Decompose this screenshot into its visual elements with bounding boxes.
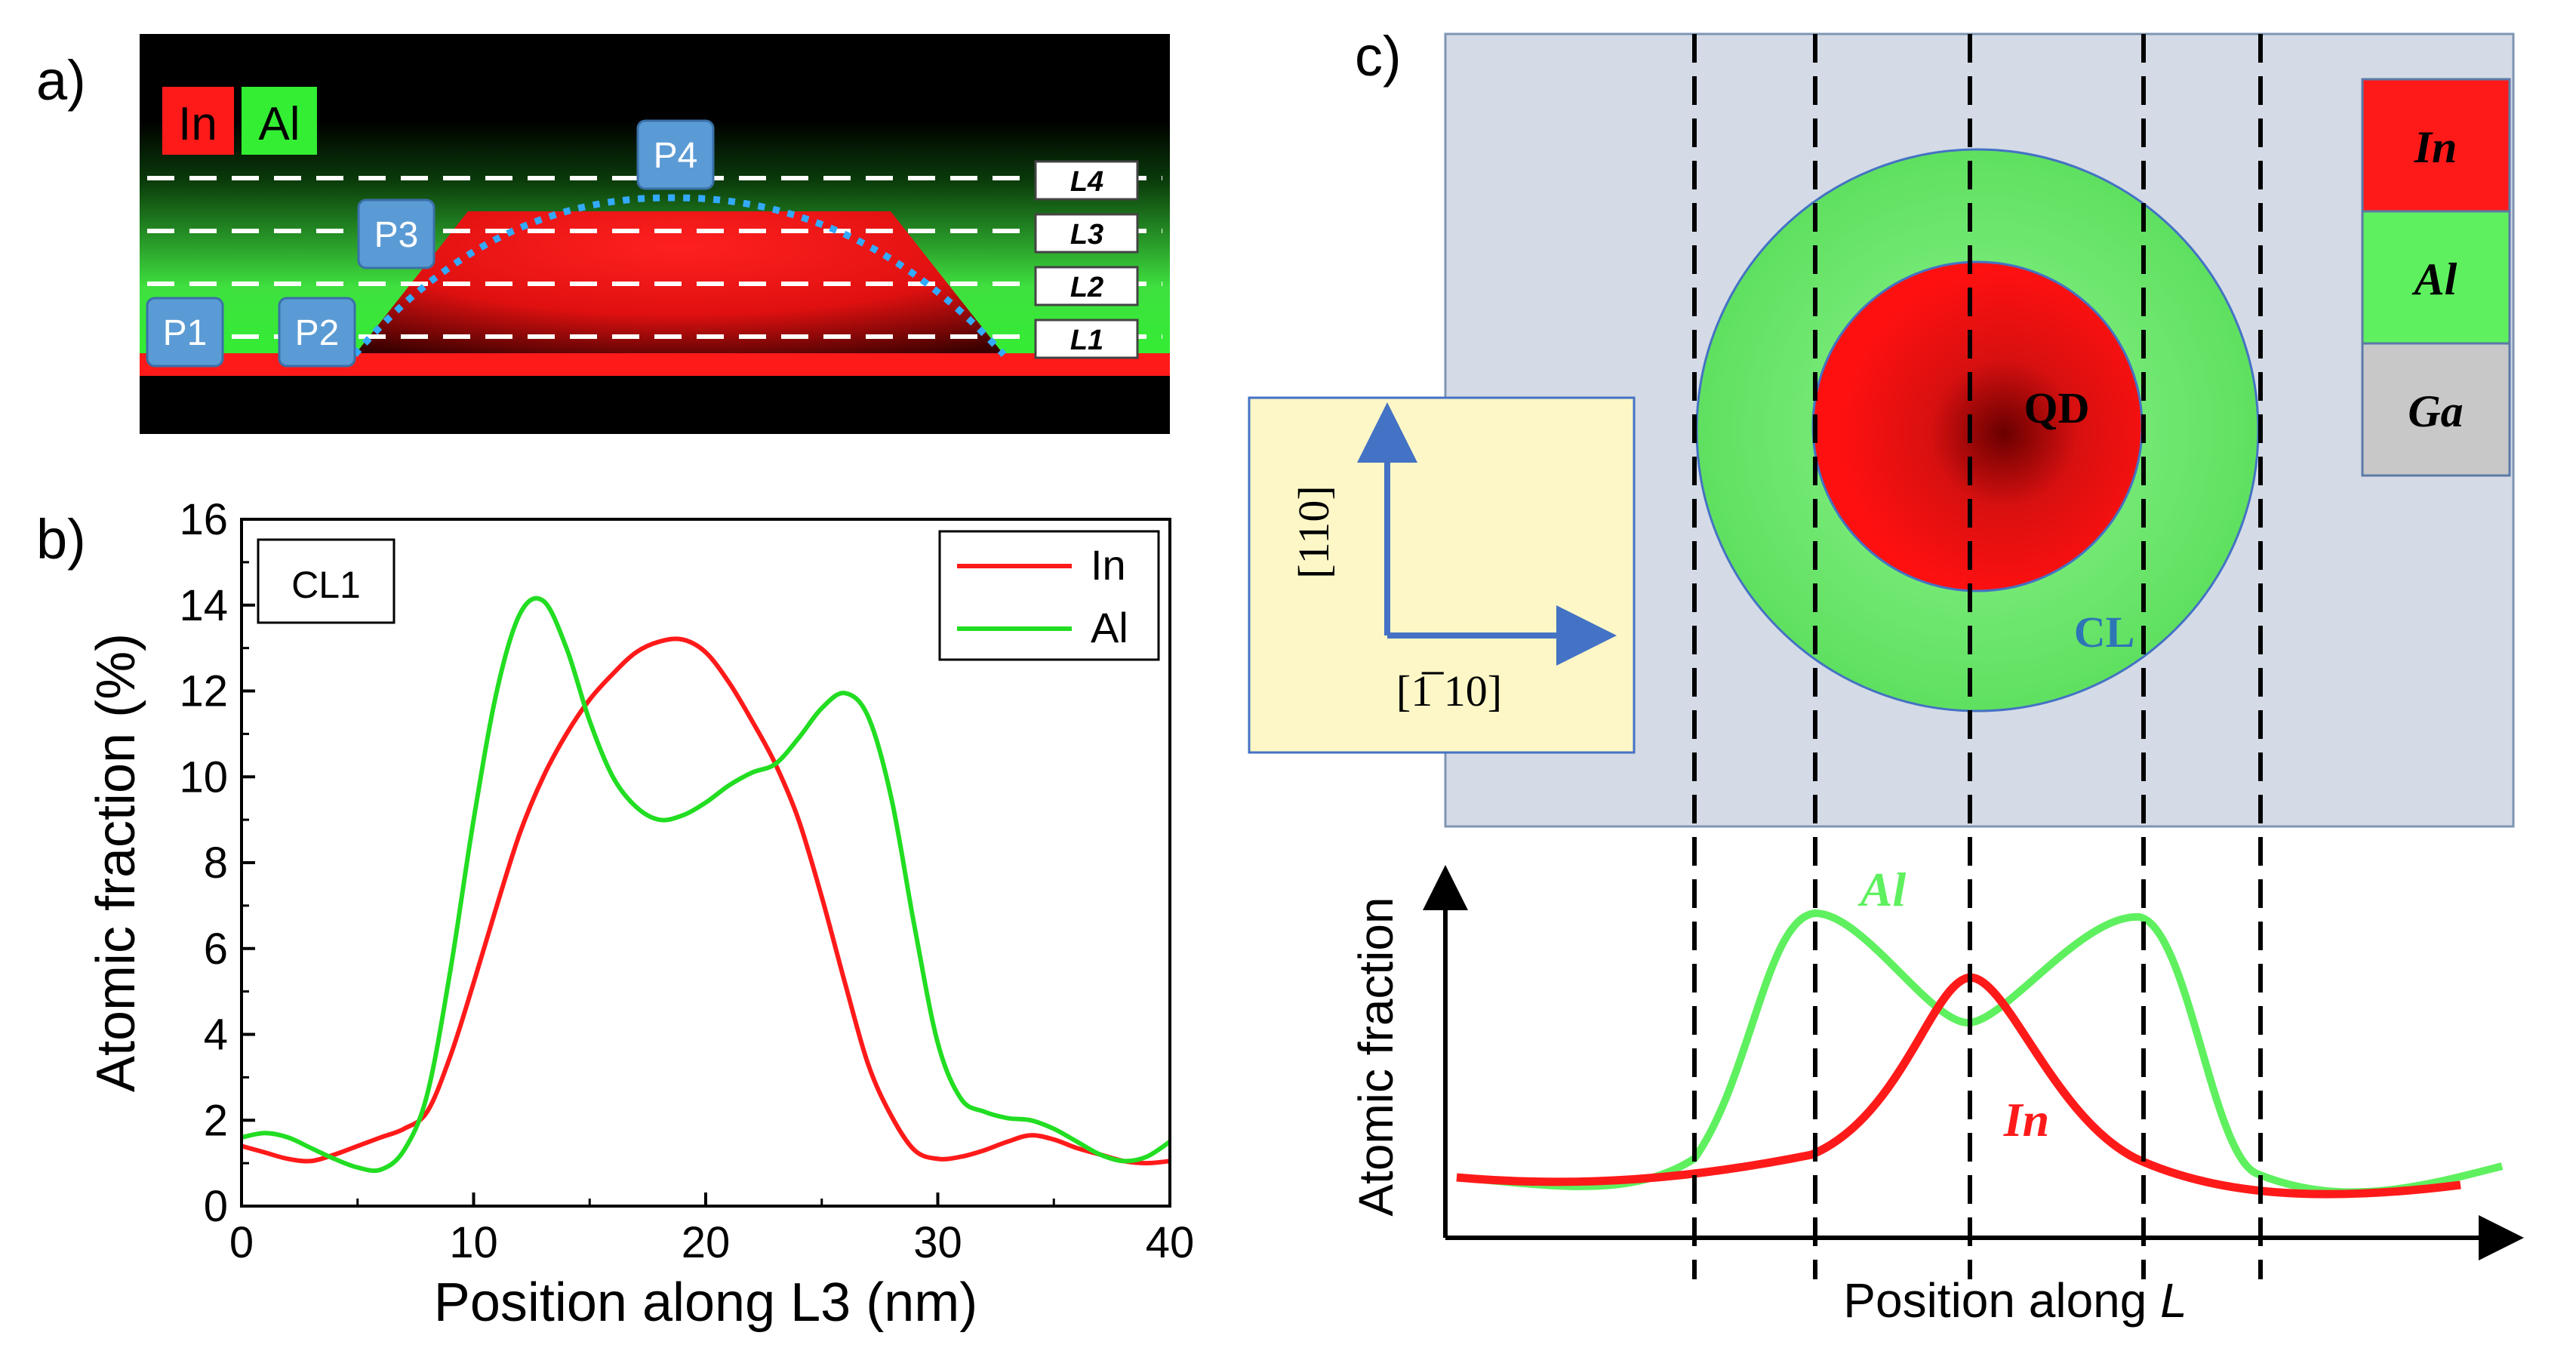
series-line-in	[241, 636, 1171, 1166]
marker-p2	[278, 297, 356, 368]
schematic-al-curve	[1456, 909, 2504, 1196]
marker-p2-label: P2	[295, 313, 340, 353]
legend-label-in: In	[1091, 541, 1126, 589]
panel-a-label: a)	[36, 49, 86, 112]
x-tick-label: 10	[449, 1218, 498, 1267]
legend-al: Al	[2411, 254, 2458, 304]
y-tick-label: 8	[204, 839, 228, 888]
panel-c-schematic: QD CL In Al Ga [110] [1̅ 10] Atomic frac…	[1248, 32, 2524, 1328]
y-tick-label: 4	[204, 1011, 228, 1060]
y-tick-label: 12	[179, 667, 228, 716]
axis-label-110: [110]	[1289, 485, 1338, 578]
panel-a-point-markers: P1 P2 P3 P4	[146, 119, 715, 368]
marker-p1	[146, 297, 224, 368]
chart-ylabel: Atomic fraction (%)	[86, 633, 146, 1092]
panel-b-label: b)	[36, 508, 86, 571]
profile-ylabel: Atomic fraction	[1349, 897, 1403, 1216]
legend-ga: Ga	[2408, 386, 2463, 436]
chart-legend-box	[938, 530, 1160, 661]
legend-in: In	[2414, 122, 2458, 172]
profile-xlabel: Position along L	[1843, 1273, 2187, 1328]
marker-p3	[357, 198, 435, 269]
panel-a-legend-in-swatch	[162, 87, 234, 155]
chart-cl1-tag: CL1	[291, 564, 361, 606]
panel-a-legend-in: In	[178, 98, 217, 150]
legend-label-al: Al	[1091, 604, 1128, 651]
cl-label: CL	[2074, 608, 2135, 657]
panel-a-legend-al-swatch	[242, 87, 317, 155]
chart-plot-frame	[240, 518, 1171, 1208]
series-line-al	[241, 595, 1171, 1174]
axis-label-1bar10: [1̅ 10]	[1396, 666, 1502, 716]
panel-a-legend-al: Al	[258, 98, 300, 150]
panel-a-line-labels: L4 L3 L2 L1	[1034, 160, 1139, 359]
x-tick-label: 30	[913, 1218, 962, 1267]
y-tick-label: 2	[204, 1096, 228, 1145]
x-tick-label: 40	[1146, 1218, 1195, 1267]
marker-p1-label: P1	[163, 313, 208, 353]
chart-xlabel: Position along L3 (nm)	[434, 1273, 977, 1333]
schematic-in-label: In	[2003, 1093, 2050, 1146]
x-tick-label: 0	[229, 1218, 254, 1267]
chart-legend: In Al	[938, 530, 1160, 661]
y-tick-label: 6	[204, 925, 228, 974]
y-tick-label: 10	[179, 752, 228, 802]
line-label-l3: L3	[1070, 219, 1103, 251]
chart-cl1-box	[257, 538, 395, 624]
panel-c-guide-lines	[1692, 34, 2263, 1279]
schematic-al-label: Al	[1857, 863, 1907, 916]
marker-p3-label: P3	[374, 215, 419, 255]
line-label-l2: L2	[1070, 272, 1103, 303]
qd-label: QD	[2024, 383, 2090, 432]
line-label-l1: L1	[1070, 325, 1103, 356]
marker-p4	[636, 119, 715, 190]
marker-p4-label: P4	[654, 136, 698, 176]
crystal-axis-box: [110] [1̅ 10]	[1248, 396, 1636, 754]
material-legend: In Al Ga	[2361, 78, 2511, 477]
panel-c-label: c)	[1355, 25, 1402, 88]
panel-a-schematic: In Al P1 P2 P3 P4 L4 L3 L2 L1	[140, 34, 1170, 434]
quantum-dot-circle	[1811, 260, 2144, 592]
line-label-l4: L4	[1070, 166, 1103, 198]
y-tick-label: 14	[179, 581, 228, 630]
panel-a-profile-dotted	[352, 194, 1007, 358]
x-tick-label: 20	[682, 1218, 731, 1267]
y-tick-label: 16	[179, 495, 228, 544]
y-tick-label: 0	[204, 1182, 228, 1231]
panel-b-chart: 0 2 4 6 8 10 12 14 16 0 10 20 30 40 Position along L3…	[86, 495, 1194, 1333]
schematic-in-curve	[1456, 973, 2461, 1199]
